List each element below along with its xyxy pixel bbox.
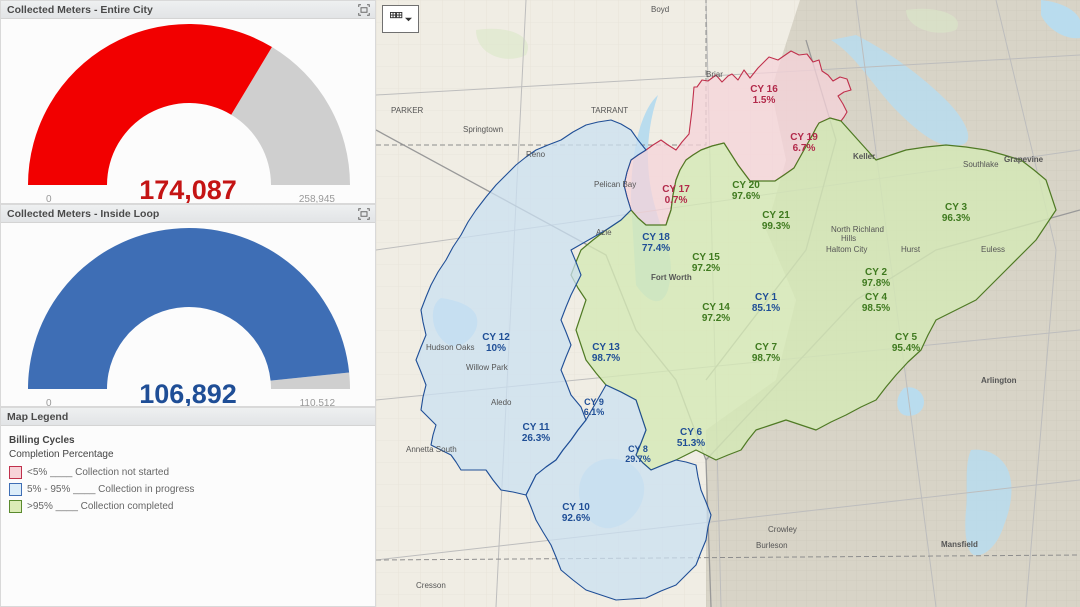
svg-text:Reno: Reno <box>526 150 546 159</box>
svg-text:Cresson: Cresson <box>416 581 446 590</box>
svg-text:51.3%: 51.3% <box>677 438 705 449</box>
svg-text:10%: 10% <box>486 343 506 354</box>
svg-text:CY 2: CY 2 <box>865 267 887 278</box>
svg-text:CY 13: CY 13 <box>592 342 620 353</box>
svg-text:CY 3: CY 3 <box>945 202 967 213</box>
svg-text:85.1%: 85.1% <box>752 303 780 314</box>
svg-text:CY 4: CY 4 <box>865 292 887 303</box>
svg-text:CY 5: CY 5 <box>895 332 917 343</box>
svg-text:Azle: Azle <box>596 228 612 237</box>
svg-text:CY 7: CY 7 <box>755 342 777 353</box>
svg-text:97.8%: 97.8% <box>862 278 890 289</box>
svg-text:77.4%: 77.4% <box>642 243 670 254</box>
svg-text:Burleson: Burleson <box>756 541 788 550</box>
svg-text:North Richland: North Richland <box>831 225 884 234</box>
svg-text:98.7%: 98.7% <box>592 353 620 364</box>
svg-text:Keller: Keller <box>853 152 875 161</box>
svg-text:Hurst: Hurst <box>901 245 921 254</box>
svg-text:Hills: Hills <box>841 234 856 243</box>
svg-text:97.2%: 97.2% <box>702 313 730 324</box>
svg-text:CY 15: CY 15 <box>692 252 720 263</box>
svg-text:CY 6: CY 6 <box>680 427 702 438</box>
svg-text:92.6%: 92.6% <box>562 513 590 524</box>
svg-text:CY 21: CY 21 <box>762 210 790 221</box>
svg-text:CY 20: CY 20 <box>732 180 760 191</box>
svg-text:6.7%: 6.7% <box>793 143 816 154</box>
svg-text:Aledo: Aledo <box>491 398 512 407</box>
svg-text:1.5%: 1.5% <box>753 95 776 106</box>
svg-text:Arlington: Arlington <box>981 376 1017 385</box>
svg-text:Springtown: Springtown <box>463 125 503 134</box>
svg-text:97.6%: 97.6% <box>732 191 760 202</box>
svg-text:CY 9: CY 9 <box>584 397 604 407</box>
svg-text:CY 1: CY 1 <box>755 292 777 303</box>
svg-text:0.7%: 0.7% <box>665 195 688 206</box>
svg-text:Briar: Briar <box>706 70 723 79</box>
svg-text:Annetta South: Annetta South <box>406 445 457 454</box>
svg-text:CY 19: CY 19 <box>790 132 818 143</box>
svg-text:Hudson Oaks: Hudson Oaks <box>426 343 474 352</box>
svg-text:CY 16: CY 16 <box>750 84 778 95</box>
svg-text:Southlake: Southlake <box>963 160 999 169</box>
svg-text:Grapevine: Grapevine <box>1004 155 1044 164</box>
svg-text:CY 14: CY 14 <box>702 302 730 313</box>
svg-text:CY 8: CY 8 <box>628 444 648 454</box>
svg-text:26.3%: 26.3% <box>522 433 550 444</box>
svg-text:CY 17: CY 17 <box>662 184 690 195</box>
svg-text:Crowley: Crowley <box>768 525 797 534</box>
svg-text:98.5%: 98.5% <box>862 303 890 314</box>
svg-text:Haltom City: Haltom City <box>826 245 867 254</box>
svg-text:CY 12: CY 12 <box>482 332 510 343</box>
svg-text:CY 10: CY 10 <box>562 502 590 513</box>
svg-text:99.3%: 99.3% <box>762 221 790 232</box>
svg-text:Boyd: Boyd <box>651 5 669 14</box>
svg-text:Pelican Bay: Pelican Bay <box>594 180 636 189</box>
svg-text:97.2%: 97.2% <box>692 263 720 274</box>
svg-text:CY 18: CY 18 <box>642 232 670 243</box>
svg-text:CY 11: CY 11 <box>522 422 549 433</box>
svg-text:95.4%: 95.4% <box>892 343 920 354</box>
svg-text:96.3%: 96.3% <box>942 213 970 224</box>
svg-text:PARKER: PARKER <box>391 106 424 115</box>
svg-text:Fort Worth: Fort Worth <box>651 273 692 282</box>
svg-text:Euless: Euless <box>981 245 1005 254</box>
svg-text:Willow Park: Willow Park <box>466 363 509 372</box>
svg-text:29.7%: 29.7% <box>625 454 651 464</box>
svg-text:6.1%: 6.1% <box>584 407 605 417</box>
svg-text:Mansfield: Mansfield <box>941 540 978 549</box>
svg-text:TARRANT: TARRANT <box>591 106 628 115</box>
svg-text:98.7%: 98.7% <box>752 353 780 364</box>
